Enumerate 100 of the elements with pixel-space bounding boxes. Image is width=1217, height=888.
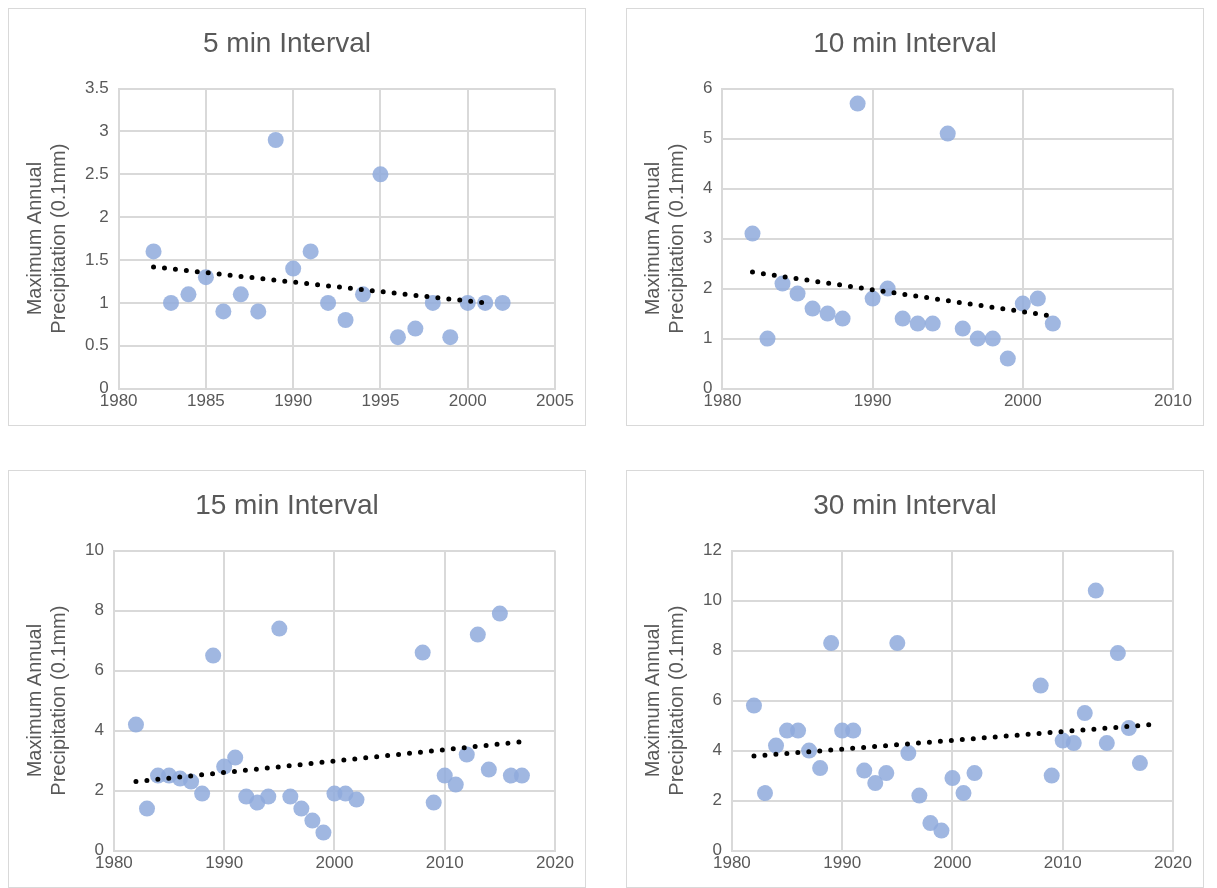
chart-title: 10 min Interval: [813, 26, 997, 58]
point: [845, 722, 862, 739]
point: [227, 749, 244, 766]
x-tick-label: 1985: [186, 391, 225, 411]
x-tick-label: 2000: [448, 391, 487, 411]
point: [302, 243, 319, 260]
y-tick-label: 10: [702, 590, 722, 610]
point: [889, 635, 906, 652]
point: [414, 644, 431, 661]
point: [804, 300, 821, 317]
y-tick-label: 6: [712, 690, 722, 710]
point: [984, 330, 1001, 347]
point: [922, 815, 939, 832]
point: [183, 773, 200, 790]
point: [205, 647, 222, 664]
point: [999, 350, 1016, 367]
point: [878, 765, 895, 782]
point: [864, 290, 881, 307]
point: [1032, 677, 1049, 694]
point: [1109, 645, 1126, 662]
point: [790, 722, 807, 739]
point: [458, 746, 475, 763]
point: [348, 791, 365, 808]
x-tick-label: 1990: [205, 853, 244, 873]
point: [954, 320, 971, 337]
point: [138, 800, 155, 817]
point: [1076, 705, 1093, 722]
x-tick-label: 1995: [361, 391, 400, 411]
point: [819, 305, 836, 322]
y-tick-label: 3.5: [84, 78, 109, 98]
x-tick-label: 2010: [1043, 853, 1082, 873]
point: [145, 243, 162, 260]
y-axis-title: Maximum Annual Precipitation (0.1mm): [22, 605, 69, 796]
point: [856, 762, 873, 779]
y-tick-label: 2: [712, 790, 722, 810]
y-tick-label: 2: [99, 206, 109, 226]
y-tick-label: 2: [94, 780, 104, 800]
point: [789, 285, 806, 302]
point: [1043, 767, 1060, 784]
y-tick-label: 2.5: [84, 164, 109, 183]
y-tick-label: 6: [702, 78, 713, 98]
point: [900, 745, 917, 762]
point: [1098, 735, 1115, 752]
point: [513, 767, 530, 784]
point: [867, 775, 884, 792]
point: [442, 329, 459, 346]
x-tick-label: 2000: [315, 853, 354, 873]
point: [1065, 735, 1082, 752]
y-tick-label: 5: [702, 128, 713, 148]
point: [337, 312, 354, 329]
point: [372, 166, 389, 183]
point: [285, 260, 302, 277]
x-tick-label: 2005: [536, 391, 574, 411]
point: [267, 132, 284, 149]
point: [494, 294, 511, 311]
point: [127, 716, 144, 733]
point: [1029, 290, 1046, 307]
point: [812, 760, 829, 777]
point: [774, 275, 791, 292]
point: [260, 788, 277, 805]
y-tick-label: 4: [94, 720, 104, 740]
y-tick-label: 0.5: [84, 335, 109, 355]
point: [425, 794, 442, 811]
point: [480, 761, 497, 778]
point: [894, 310, 911, 327]
x-tick-label: 1990: [274, 391, 313, 411]
y-tick-label: 3: [99, 121, 109, 141]
point: [250, 303, 267, 320]
x-tick-label: 1990: [823, 853, 862, 873]
point: [320, 294, 337, 311]
point: [1087, 582, 1104, 599]
point: [939, 125, 956, 142]
point: [271, 620, 288, 637]
point: [1014, 295, 1031, 312]
y-tick-label: 1.5: [84, 249, 109, 269]
y-tick-label: 1: [99, 292, 109, 312]
point: [924, 315, 941, 332]
x-tick-label: 2010: [425, 853, 464, 873]
y-tick-label: 3: [702, 228, 713, 248]
point: [1044, 315, 1061, 332]
point: [1131, 755, 1148, 772]
point: [232, 286, 249, 303]
point: [293, 800, 310, 817]
point: [315, 824, 332, 841]
point: [304, 812, 321, 829]
point: [944, 770, 961, 787]
point: [768, 737, 785, 754]
x-tick-label: 2000: [933, 853, 972, 873]
point: [215, 303, 232, 320]
y-axis-title: Maximum Annual Precipitation (0.1mm): [640, 143, 687, 334]
x-tick-label: 1990: [853, 391, 892, 411]
y-tick-label: 1: [702, 328, 713, 348]
point: [966, 765, 983, 782]
point: [759, 330, 776, 347]
x-tick-label: 2020: [536, 853, 574, 873]
point: [756, 785, 773, 802]
point: [436, 767, 453, 784]
y-tick-label: 12: [702, 540, 722, 560]
point: [389, 329, 406, 346]
y-axis-title: Maximum Annual Precipitation (0.1mm): [22, 143, 69, 334]
